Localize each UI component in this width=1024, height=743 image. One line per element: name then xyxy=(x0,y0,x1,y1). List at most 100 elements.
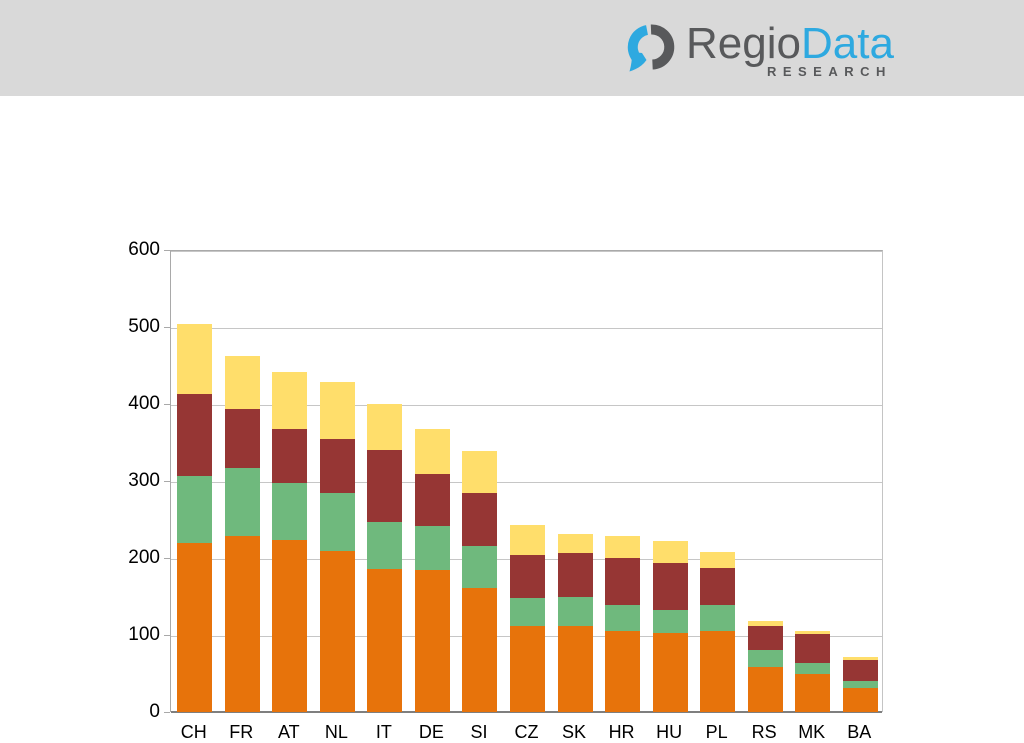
green-segment-DE xyxy=(414,526,450,571)
orange-segment-CZ xyxy=(510,625,545,712)
yellow-segment-RS xyxy=(747,621,783,626)
green-segment-SK xyxy=(557,597,593,626)
orange-segment-NL xyxy=(319,551,355,712)
y-tick-label-600: 600 xyxy=(128,239,160,260)
x-category-label-CZ: CZ xyxy=(514,722,539,742)
maroon-segment-CZ xyxy=(510,554,545,599)
green-segment-SI xyxy=(462,546,498,589)
maroon-segment-MK xyxy=(795,634,831,663)
green-segment-RS xyxy=(747,650,783,668)
orange-segment-AT xyxy=(272,539,308,712)
logo-wordmark: RegioData xyxy=(686,12,894,76)
plot-area xyxy=(170,250,883,713)
x-category-label-SK: SK xyxy=(562,722,587,742)
y-tick-mark-400 xyxy=(164,404,170,405)
stacked-bar-NL xyxy=(319,381,355,712)
stacked-bar-BA xyxy=(842,656,878,712)
y-tick-label-0: 0 xyxy=(149,701,160,722)
x-category-label-HR: HR xyxy=(608,722,635,742)
green-segment-PL xyxy=(700,604,736,632)
regiodata-logo: RegioData RESEARCH xyxy=(626,12,894,84)
y-tick-label-300: 300 xyxy=(128,470,160,491)
gridline-400 xyxy=(171,405,882,406)
y-tick-mark-0 xyxy=(164,712,170,713)
x-category-label-BA: BA xyxy=(847,722,872,742)
y-tick-mark-600 xyxy=(164,250,170,251)
x-category-label-PL: PL xyxy=(705,722,728,742)
yellow-segment-MK xyxy=(795,631,831,635)
stacked-bar-CH xyxy=(177,323,213,712)
x-category-label-AT: AT xyxy=(277,722,300,742)
maroon-segment-CH xyxy=(177,394,213,477)
stacked-bar-IT xyxy=(367,404,403,712)
orange-segment-MK xyxy=(795,674,831,712)
green-segment-MK xyxy=(795,662,831,675)
x-category-label-CH: CH xyxy=(180,722,207,742)
yellow-segment-PL xyxy=(700,551,736,569)
yellow-segment-IT xyxy=(367,404,403,451)
maroon-segment-AT xyxy=(272,428,308,484)
y-tick-label-500: 500 xyxy=(128,316,160,337)
yellow-segment-HU xyxy=(652,541,688,564)
orange-segment-RS xyxy=(747,667,783,712)
orange-segment-HR xyxy=(605,631,641,712)
stacked-bar-HU xyxy=(652,541,688,712)
orange-segment-SI xyxy=(462,588,498,712)
green-segment-NL xyxy=(319,493,355,552)
green-segment-HR xyxy=(605,604,641,632)
yellow-segment-SK xyxy=(557,534,593,554)
y-tick-label-400: 400 xyxy=(128,393,160,414)
maroon-segment-PL xyxy=(700,568,736,605)
y-tick-mark-500 xyxy=(164,327,170,328)
maroon-segment-FR xyxy=(224,409,260,468)
logo-text: RegioData RESEARCH xyxy=(686,12,894,79)
orange-segment-CH xyxy=(177,542,213,712)
gridline-500 xyxy=(171,328,882,329)
stacked-bar-SI xyxy=(462,450,498,712)
maroon-segment-IT xyxy=(367,450,403,522)
stacked-bar-AT xyxy=(272,372,308,712)
yellow-segment-CZ xyxy=(510,524,545,555)
maroon-segment-NL xyxy=(319,438,355,494)
maroon-segment-SI xyxy=(462,493,498,547)
maroon-segment-BA xyxy=(842,659,878,682)
y-tick-label-100: 100 xyxy=(128,624,160,645)
yellow-segment-BA xyxy=(842,656,878,660)
maroon-segment-HR xyxy=(605,558,641,605)
x-category-label-HU: HU xyxy=(656,722,683,742)
yellow-segment-FR xyxy=(224,355,260,410)
x-category-label-SI: SI xyxy=(470,722,488,742)
maroon-segment-RS xyxy=(747,625,783,651)
y-tick-label-200: 200 xyxy=(128,547,160,568)
stacked-bar-CZ xyxy=(510,524,545,712)
yellow-segment-AT xyxy=(272,372,308,429)
green-segment-IT xyxy=(367,521,403,569)
logo-word-data: Data xyxy=(800,19,894,68)
stacked-bar-RS xyxy=(747,621,783,712)
maroon-segment-HU xyxy=(652,563,688,611)
green-segment-AT xyxy=(272,483,308,540)
yellow-segment-CH xyxy=(177,323,213,395)
y-tick-mark-200 xyxy=(164,558,170,559)
x-category-label-FR: FR xyxy=(229,722,254,742)
y-tick-mark-300 xyxy=(164,481,170,482)
gridline-600 xyxy=(171,251,882,252)
orange-segment-PL xyxy=(700,631,736,712)
yellow-segment-SI xyxy=(462,450,498,494)
logo-subtitle: RESEARCH xyxy=(766,64,892,79)
stacked-bar-MK xyxy=(795,631,831,712)
green-segment-FR xyxy=(224,467,260,536)
x-category-label-RS: RS xyxy=(751,722,777,742)
orange-segment-IT xyxy=(367,568,403,712)
orange-segment-SK xyxy=(557,625,593,712)
stacked-bar-chart: 0 100 200 300 400 500 600 CH FR AT NL IT DE SI CZ SK HR… xyxy=(0,96,1024,742)
location-pin-icon xyxy=(627,24,675,72)
maroon-segment-DE xyxy=(414,474,450,527)
green-segment-HU xyxy=(652,610,688,634)
maroon-segment-SK xyxy=(557,553,593,598)
yellow-segment-DE xyxy=(414,428,450,475)
stacked-bar-HR xyxy=(605,536,641,712)
green-segment-BA xyxy=(842,681,878,689)
orange-segment-BA xyxy=(842,688,878,712)
x-category-label-MK: MK xyxy=(798,722,826,742)
